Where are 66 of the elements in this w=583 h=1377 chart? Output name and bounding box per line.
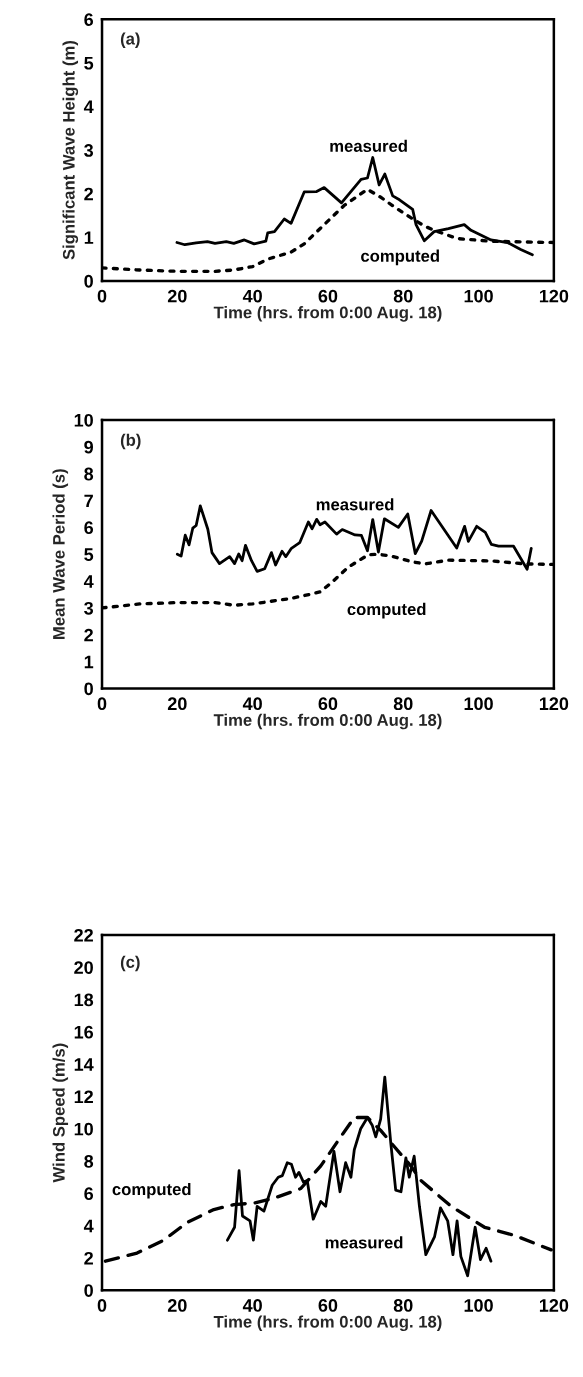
series-label: measured [316, 498, 394, 511]
y-tick-label: 4 [83, 100, 94, 114]
y-tick-label: 3 [84, 601, 94, 615]
x-tick-label: 60 [318, 289, 338, 303]
y-tick-label: 8 [84, 1155, 94, 1168]
y-tick-label: 7 [84, 494, 93, 508]
x-tick-label: 40 [242, 289, 262, 303]
x-tick-label: 40 [242, 1299, 262, 1312]
x-tick-label: 120 [539, 289, 569, 303]
x-tick-label: 20 [167, 697, 187, 711]
x-tick-label: 80 [393, 697, 413, 711]
series-label: computed [361, 249, 439, 266]
y-tick-label: 22 [74, 928, 93, 942]
y-tick-label: 5 [84, 548, 94, 561]
y-tick-label: 0 [84, 682, 93, 696]
y-axis-title: Mean Wave Period (s) [52, 469, 69, 639]
x-tick-label: 80 [393, 1299, 413, 1312]
y-tick-label: 0 [84, 1284, 93, 1297]
x-tick-label: 100 [464, 1299, 493, 1312]
y-axis-title: Wind Speed (m/s) [52, 1043, 69, 1183]
y-tick-label: 5 [84, 57, 94, 70]
x-axis-title: Time (hrs. from 0:00 Aug. 18) [213, 713, 442, 730]
y-tick-label: 2 [84, 628, 93, 642]
y-tick-label: 20 [74, 961, 93, 974]
series-label: computed [347, 602, 426, 619]
x-axis-title: Time (hrs. from 0:00 Aug. 18) [213, 306, 442, 322]
x-tick-label: 100 [464, 289, 493, 303]
x-tick-label: 20 [167, 1299, 187, 1312]
x-tick-label: 80 [393, 289, 413, 303]
y-tick-label: 6 [84, 521, 94, 535]
y-tick-label: 9 [84, 440, 94, 454]
y-tick-label: 6 [84, 1187, 94, 1201]
y-tick-label: 3 [84, 144, 94, 157]
y-tick-label: 0 [84, 274, 93, 288]
x-tick-label: 0 [97, 289, 107, 303]
x-tick-label: 60 [318, 697, 338, 711]
x-tick-label: 60 [318, 1299, 338, 1312]
annotation: (c) [120, 955, 140, 972]
y-tick-label: 8 [84, 467, 94, 481]
x-tick-label: 40 [242, 697, 262, 711]
y-tick-label: 4 [83, 1219, 94, 1233]
y-tick-label: 10 [74, 413, 93, 427]
y-tick-label: 14 [74, 1058, 94, 1071]
y-tick-label: 6 [84, 13, 94, 26]
x-tick-label: 0 [97, 1299, 107, 1312]
series-label: computed [112, 1183, 191, 1199]
y-tick-label: 16 [74, 1025, 94, 1039]
annotation: (a) [120, 32, 140, 48]
x-axis-title: Time (hrs. from 0:00 Aug. 18) [213, 1315, 442, 1332]
y-tick-label: 2 [84, 1251, 93, 1265]
x-tick-label: 100 [464, 697, 493, 711]
y-tick-label: 1 [84, 655, 94, 669]
y-axis-title: Significant Wave Height (m) [62, 41, 79, 260]
y-tick-label: 10 [74, 1122, 93, 1136]
x-tick-label: 120 [539, 697, 569, 711]
x-tick-label: 0 [97, 697, 107, 711]
series-label: measured [330, 139, 407, 152]
x-tick-label: 20 [167, 289, 187, 303]
series-label: measured [325, 1236, 403, 1249]
y-tick-label: 18 [74, 993, 94, 1007]
y-tick-label: 2 [84, 187, 93, 201]
annotation: (b) [120, 433, 141, 450]
x-tick-label: 120 [539, 1299, 569, 1312]
y-tick-label: 4 [83, 575, 94, 588]
y-tick-label: 12 [74, 1090, 93, 1104]
y-tick-label: 1 [84, 231, 94, 244]
